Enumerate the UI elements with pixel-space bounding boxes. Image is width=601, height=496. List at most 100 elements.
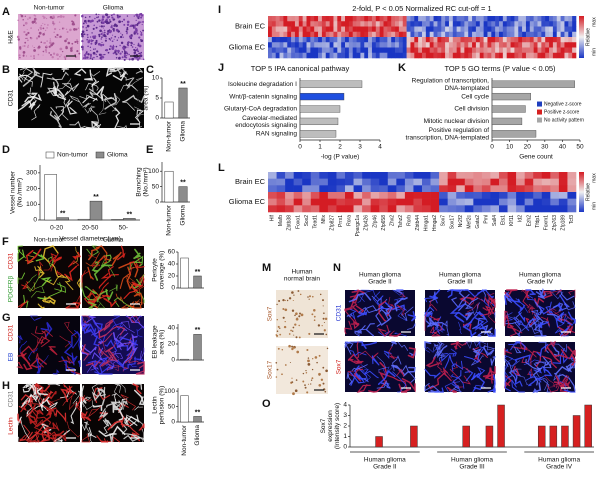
heatmap-cell [533,42,538,48]
heatmap-cell [319,198,329,206]
heatmap-cell [291,16,296,22]
heatmap-cell [567,192,577,199]
cell-nucleus [17,38,20,41]
heatmap-cell [387,52,392,59]
vessel [40,395,51,408]
vessel [55,78,72,91]
heatmap-cell [568,52,573,59]
x-tick-label: 2 [338,144,342,151]
vessel [349,308,357,320]
y-tick-label: 0 [155,115,159,122]
cell-nucleus [105,37,107,40]
cell-nucleus [141,23,143,26]
heatmap-cell [283,21,288,27]
heatmap-cell [398,31,404,38]
heatmap-cell [456,198,466,206]
vessel [80,350,91,356]
vessel [134,109,145,123]
y-tick-label: Glutaryl-CoA degradation [224,106,297,113]
y-tick-label: 0 [171,357,175,364]
cell-nucleus [87,53,90,56]
text-line: coverage (%) [158,251,165,290]
vessel [113,383,122,398]
heatmap-cell [441,31,446,38]
vessel [377,324,390,337]
cell-nucleus [43,32,46,34]
cell-nucleus [286,299,289,302]
vessel [66,421,80,438]
scale-label: Relative [585,28,591,46]
vessel [552,348,565,365]
cell-nucleus [71,20,74,23]
cell-nucleus [96,20,99,23]
heatmap-cell [348,26,353,33]
heatmap-cell [333,37,338,43]
cell-nucleus [111,40,114,43]
heatmap-cell [430,172,440,179]
heatmap-cell [572,42,577,48]
cell-nucleus [115,24,118,28]
heatmap-cell [379,37,384,43]
cell-nucleus [82,22,85,25]
text-line: Human glioma [538,456,580,463]
heatmap-cell [506,52,511,59]
heatmap-cell [402,37,407,43]
cell-nucleus [140,33,143,36]
bar [485,425,494,448]
cell-nucleus [49,41,52,45]
cell-nucleus [43,16,46,19]
heatmap-cell [502,52,507,59]
heatmap-cell [333,52,338,59]
heatmap-cell [410,16,415,22]
heatmap-cell [468,47,473,54]
heatmap-cell [456,42,461,48]
vessel [347,353,364,363]
vessel [17,272,26,284]
vessel [58,356,74,364]
heatmap-cell [325,42,330,48]
vessel [21,281,30,290]
heatmap-cell [314,47,319,54]
heatmap-cell [398,21,404,27]
heatmap-cell [362,178,371,186]
y-tick-label: 4 [343,402,347,409]
cell-nucleus [298,315,301,318]
heatmap-cell [352,31,357,38]
heatmap-cell [395,21,400,27]
heatmap-cell [268,192,277,199]
vessel [515,374,529,386]
y-axis-label: EB leakagearea (%) [151,325,165,359]
heatmap-cell [433,52,438,59]
heatmap-cell [568,37,573,43]
heatmap-cell [302,21,307,27]
heatmap-cell [348,31,353,38]
stain-label: CD31 [8,89,15,106]
heatmap-cell [506,21,511,27]
vessel [109,67,122,73]
vessel [91,120,102,129]
vessel [544,375,556,388]
vessel [80,411,87,421]
heatmap-cell [507,192,517,199]
cell-nucleus [59,15,63,18]
vessel [425,356,439,368]
heatmap-cell [406,42,411,48]
vessel [91,391,102,402]
heatmap-cell [448,42,454,48]
vessel [46,407,57,416]
cell-nucleus [102,35,104,37]
heatmap-cell [506,26,511,33]
vessel [377,370,396,385]
heatmap-cell [558,192,568,199]
heatmap-cell [268,26,273,33]
cell-nucleus [104,20,106,23]
heatmap-cell [333,26,338,33]
cell-nucleus [100,55,103,58]
gene-label: Zfp189 [560,215,566,231]
cell-nucleus [35,37,39,40]
heatmap-cell [287,52,292,59]
vessel [546,383,561,393]
cell-nucleus [42,54,44,56]
heatmap-cell [348,42,353,48]
cell-nucleus [95,13,98,16]
